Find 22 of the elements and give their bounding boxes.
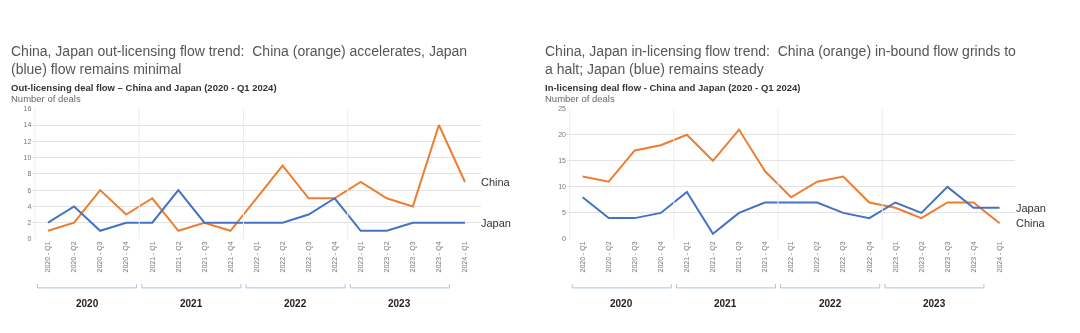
chart-subtitle: In-licensing deal flow - China and Japan (2020 - Q1 2024): [545, 82, 801, 93]
chart-title: China, Japan in-licensing flow trend: China (orange) in-bound flow grinds to a halt; Japan (blue) remains steady: [545, 43, 1017, 78]
chart-title: China, Japan out-licensing flow trend: China (orange) accelerates, Japan (blue) flow remains minimal: [11, 43, 468, 78]
line-series: [581, 128, 1001, 225]
series-label: Japan: [1016, 202, 1046, 214]
text: 2023: [923, 298, 946, 309]
y-axis-title: Number of deals: [11, 93, 81, 104]
text: 2020: [76, 298, 99, 309]
y-axis-title: Number of deals: [545, 93, 615, 104]
series-label: China: [1016, 217, 1046, 229]
text: 2023: [388, 298, 411, 309]
text: 2020: [610, 298, 633, 309]
line-series: [47, 189, 466, 232]
text: 2021: [180, 298, 203, 309]
line-series: [47, 124, 466, 232]
text: 2022: [819, 298, 842, 309]
text: 2022: [284, 298, 307, 309]
chart-subtitle: Out-licensing deal flow – China and Japan (2020 - Q1 2024): [11, 82, 277, 93]
series-label: Japan: [481, 217, 511, 229]
line-series: [581, 185, 1001, 235]
text: 2021: [714, 298, 737, 309]
series-label: China: [481, 176, 511, 188]
